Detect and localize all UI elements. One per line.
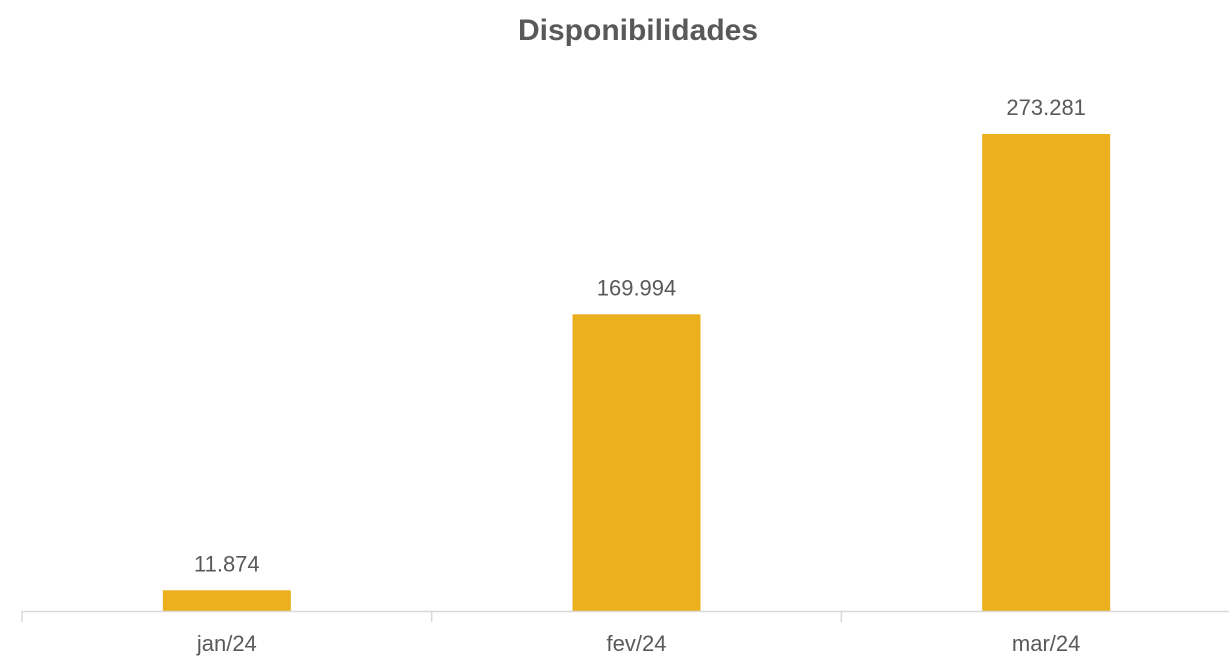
- bar-jan-24: [162, 590, 291, 611]
- chart-title: Disponibilidades: [517, 14, 759, 47]
- x-tick-label-fev-24: fev/24: [607, 631, 667, 656]
- data-labels-group: 11.874 169.994 273.281: [194, 95, 1086, 576]
- x-tick-label-jan-24: jan/24: [196, 631, 257, 656]
- data-label-fev-24: 169.994: [597, 275, 677, 300]
- data-label-mar-24: 273.281: [1006, 95, 1086, 120]
- x-tick-labels-group: jan/24 fev/24 mar/24: [196, 631, 1081, 656]
- data-label-jan-24: 11.874: [194, 551, 260, 576]
- bars-group: [162, 134, 1111, 611]
- x-axis: [21, 610, 1229, 622]
- x-tick-label-mar-24: mar/24: [1012, 631, 1080, 656]
- bar-fev-24: [572, 314, 701, 611]
- bar-mar-24: [982, 134, 1111, 611]
